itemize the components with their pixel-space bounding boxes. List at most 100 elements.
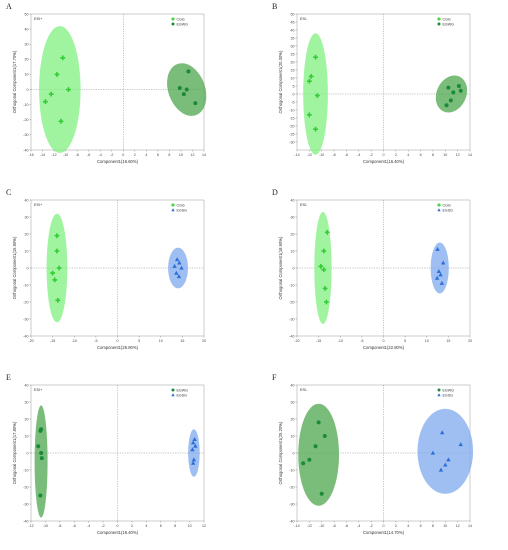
x-tick-label: 20 — [202, 339, 206, 343]
data-point-circle — [39, 451, 44, 455]
x-tick-label: -8 — [76, 153, 79, 157]
y-tick-label: 40 — [25, 198, 29, 202]
legend-marker-circle — [171, 388, 175, 392]
data-point-circle — [186, 69, 191, 74]
x-tick-label: 20 — [468, 339, 472, 343]
y-tick-label: 20 — [25, 417, 29, 421]
data-point-plus — [321, 248, 327, 254]
x-tick-label: 4 — [145, 153, 147, 157]
data-point-plus — [48, 91, 54, 97]
x-axis-label: Component1(16.40%) — [363, 159, 405, 164]
x-tick-label: 8 — [432, 524, 434, 528]
y-tick-label: 10 — [291, 249, 295, 253]
x-tick-label: -8 — [332, 524, 335, 528]
y-tick-label: -10 — [289, 468, 294, 472]
x-tick-label: -4 — [99, 153, 102, 157]
data-point-plus — [306, 112, 312, 118]
data-point-plus — [318, 263, 324, 269]
data-point-plus — [52, 277, 58, 283]
legend-marker-plus — [437, 17, 441, 21]
data-point-plus — [43, 99, 48, 105]
y-tick-label: -10 — [23, 283, 28, 287]
data-point-triangle — [177, 260, 182, 265]
x-tick-label: 12 — [456, 153, 460, 157]
data-point-circle — [458, 88, 463, 93]
legend-marker-triangle — [171, 208, 175, 212]
y-tick-label: 25 — [291, 52, 295, 56]
x-tick-label: 10 — [179, 153, 183, 157]
y-tick-label: -20 — [23, 118, 28, 122]
legend-label: EGWG — [177, 388, 189, 392]
data-point-circle — [444, 103, 449, 108]
data-point-circle — [313, 444, 318, 449]
confidence-ellipse — [314, 211, 332, 325]
panel-f: F-14 -12 -10 -8 -6 -4 -2 0 2 4 6 8 10 12 14-40-30-20-1… — [272, 373, 474, 535]
y-tick-label: 0 — [293, 266, 295, 270]
data-point-triangle — [446, 457, 451, 462]
y-axis-label: Orthogonal Component1(18.90%) — [278, 236, 283, 299]
data-point-plus — [324, 299, 329, 305]
x-tick-label: 14 — [202, 153, 206, 157]
y-tick-label: 30 — [291, 44, 295, 48]
x-tick-label: 5 — [404, 339, 406, 343]
x-tick-label: -4 — [357, 524, 360, 528]
legend-marker-triangle — [171, 393, 175, 397]
y-tick-label: 45 — [291, 20, 295, 24]
panel-letter: C — [6, 188, 11, 197]
x-tick-label: -2 — [370, 153, 373, 157]
legend-label: EGWG — [177, 22, 189, 26]
x-tick-label: -10 — [319, 153, 324, 157]
x-tick-label: 10 — [425, 339, 429, 343]
data-point-circle — [36, 444, 41, 449]
y-tick-label: 5 — [293, 84, 295, 88]
panel-letter: D — [272, 188, 278, 197]
x-tick-label: 15 — [446, 339, 450, 343]
legend-marker-circle — [437, 388, 441, 392]
panel-b: B-14 -12 -10 -8 -6 -4 -2 0 2 4 6 8 10 12 14-30-25-20-1… — [272, 2, 472, 164]
data-point-plus — [313, 54, 318, 60]
y-tick-label: 50 — [25, 12, 29, 16]
data-point-circle — [39, 456, 44, 461]
confidence-ellipse — [417, 408, 474, 494]
y-tick-label: -30 — [23, 133, 28, 137]
x-tick-label: -20 — [294, 339, 299, 343]
y-tick-label: -40 — [23, 148, 28, 152]
x-tick-label: -4 — [87, 524, 90, 528]
legend-marker-plus — [437, 203, 441, 207]
x-tick-label: -2 — [101, 524, 104, 528]
data-point-circle — [319, 491, 324, 496]
data-point-circle — [38, 493, 43, 498]
y-tick-label: 0 — [27, 88, 29, 92]
data-point-plus — [55, 297, 61, 303]
x-tick-label: 0 — [117, 524, 119, 528]
y-tick-label: 30 — [291, 215, 295, 219]
y-tick-label: -20 — [289, 485, 294, 489]
data-point-circle — [446, 85, 451, 90]
x-tick-label: 0 — [383, 339, 385, 343]
x-tick-label: 12 — [190, 153, 194, 157]
y-tick-label: 10 — [291, 434, 295, 438]
x-tick-label: -10 — [319, 524, 324, 528]
y-tick-label: 35 — [291, 36, 295, 40]
y-tick-label: 40 — [25, 27, 29, 31]
x-tick-label: -10 — [338, 339, 343, 343]
x-tick-label: -14 — [294, 524, 299, 528]
x-tick-label: 2 — [134, 153, 136, 157]
y-tick-label: 10 — [291, 76, 295, 80]
y-tick-label: 40 — [291, 383, 295, 387]
y-tick-label: 20 — [291, 232, 295, 236]
data-point-triangle — [174, 270, 179, 275]
x-tick-label: -12 — [51, 153, 56, 157]
data-point-circle — [184, 87, 189, 92]
x-tick-label: 0 — [122, 153, 124, 157]
x-tick-label: -14 — [40, 153, 45, 157]
y-tick-label: -5 — [291, 100, 294, 104]
data-point-triangle — [439, 280, 445, 285]
x-tick-label: 5 — [138, 339, 140, 343]
confidence-ellipse — [188, 429, 200, 477]
x-tick-label: 0 — [383, 524, 385, 528]
y-tick-label: -30 — [23, 317, 28, 321]
y-tick-label: 40 — [291, 198, 295, 202]
x-tick-label: 4 — [145, 524, 147, 528]
